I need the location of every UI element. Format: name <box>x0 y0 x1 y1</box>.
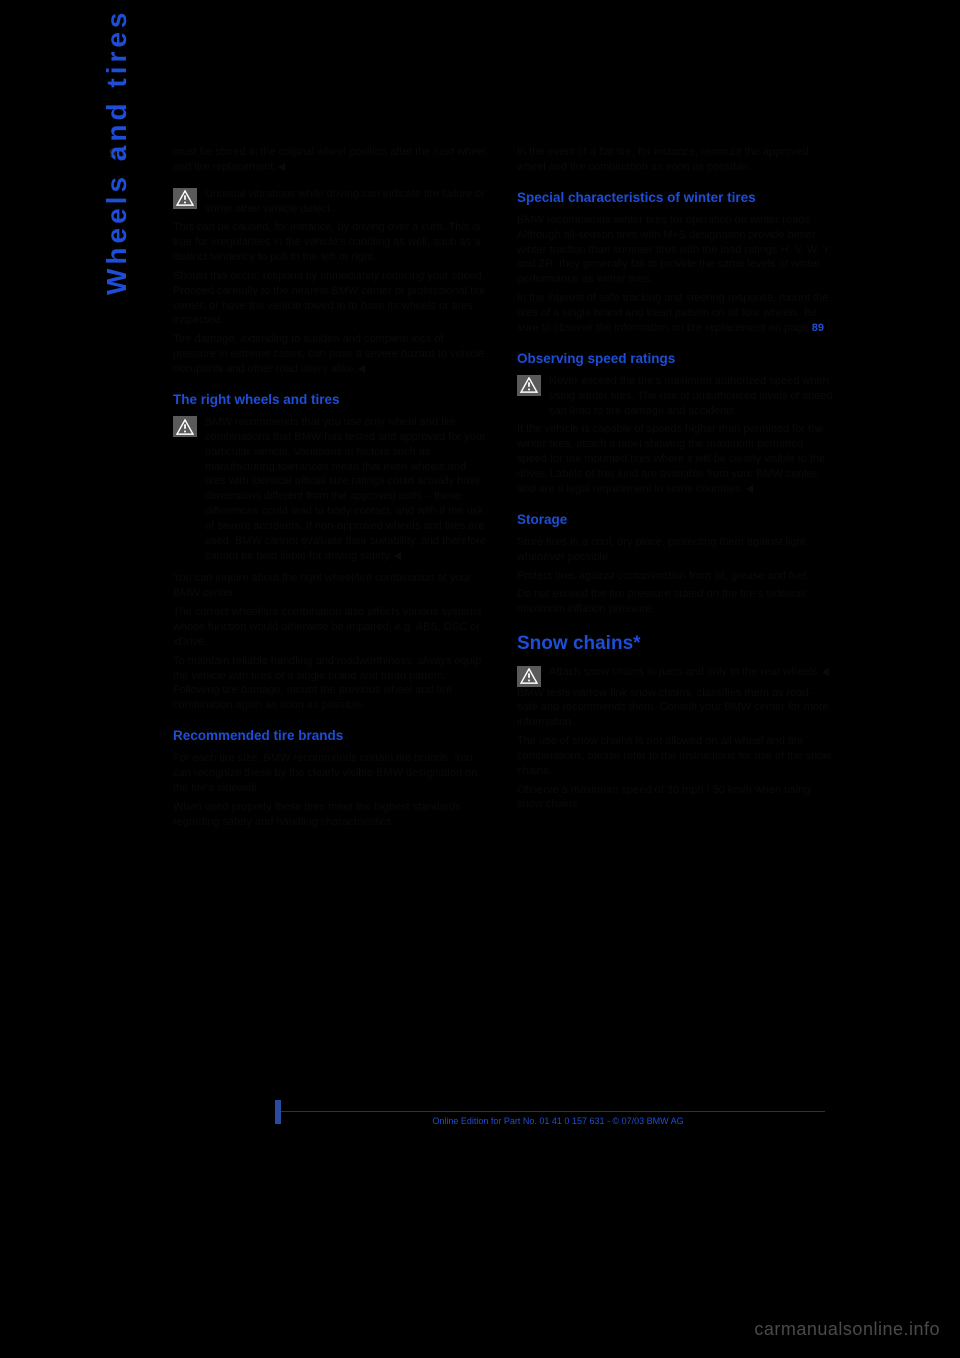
warning-text: Attach snow chains in pairs and only to … <box>549 665 833 680</box>
body-text: The correct wheel/tire combination also … <box>173 605 489 650</box>
warning-text: Unusual vibrations while driving can ind… <box>205 187 489 217</box>
body-text: BMW recommends winter tires for operatio… <box>517 213 833 287</box>
body-text: Protect tires against contamination from… <box>517 569 833 584</box>
heading-winter-tires: Special characteristics of winter tires <box>517 189 833 207</box>
end-marker-icon <box>822 668 829 676</box>
column-left: must be stored in the original wheel pos… <box>173 145 489 834</box>
warning-icon <box>517 375 541 396</box>
warning-icon <box>517 666 541 687</box>
body-text: Store tires in a cool, dry place, protec… <box>517 535 833 565</box>
heading-storage: Storage <box>517 511 833 529</box>
end-marker-icon <box>394 552 401 560</box>
warning-text: Never exceed the tire's maximum authoriz… <box>549 374 833 419</box>
warning-icon <box>173 416 197 437</box>
heading-recommended-brands: Recommended tire brands <box>173 727 489 745</box>
warning-text: BMW recommends that you use only wheel a… <box>205 415 489 563</box>
section-title-vertical: Wheels and tires <box>101 8 133 295</box>
warning-text: This can be caused, for instance, by dri… <box>173 220 489 265</box>
body-text: For each tire size, BMW recommends certa… <box>173 751 489 796</box>
heading-right-wheels: The right wheels and tires <box>173 391 489 409</box>
end-marker-icon <box>746 485 753 493</box>
warning-text: Tire damage, extending to sudden and com… <box>173 332 489 377</box>
body-text: must be stored in the original wheel pos… <box>173 145 489 175</box>
end-marker-icon <box>358 365 365 373</box>
warning-icon <box>173 188 197 209</box>
body-text: In the event of a flat tire, for instanc… <box>517 145 833 175</box>
warning-text: If the vehicle is capable of speeds high… <box>517 422 833 496</box>
footer: Online Edition for Part No. 01 41 0 157 … <box>275 1111 825 1126</box>
body-text: You can inquire about the right wheel/ti… <box>173 571 489 601</box>
column-right: In the event of a flat tire, for instanc… <box>517 145 833 834</box>
body-text: Do not exceed the tire pressure stated o… <box>517 587 833 617</box>
body-text: When used properly these tires meet the … <box>173 800 489 830</box>
page-ref-link[interactable]: 89 <box>812 322 824 334</box>
end-marker-icon <box>278 163 285 171</box>
heading-snow-chains: Snow chains* <box>517 631 833 657</box>
body-text: To maintain reliable handling and roadwo… <box>173 654 489 713</box>
body-text: Observe a maximum speed of 30 mph / 50 k… <box>517 783 833 813</box>
warning-text: Should this occur, respond by immediatel… <box>173 269 489 328</box>
body-text: In the interest of safe tracking and ste… <box>517 291 833 336</box>
footer-bar-icon <box>275 1100 281 1124</box>
heading-speed-ratings: Observing speed ratings <box>517 350 833 368</box>
watermark: carmanualsonline.info <box>754 1319 940 1340</box>
body-text: The use of snow chains is not allowed on… <box>517 734 833 779</box>
footer-text: Online Edition for Part No. 01 41 0 157 … <box>275 1112 825 1126</box>
body-text: BMW tests narrow-link snow chains, class… <box>517 686 833 731</box>
